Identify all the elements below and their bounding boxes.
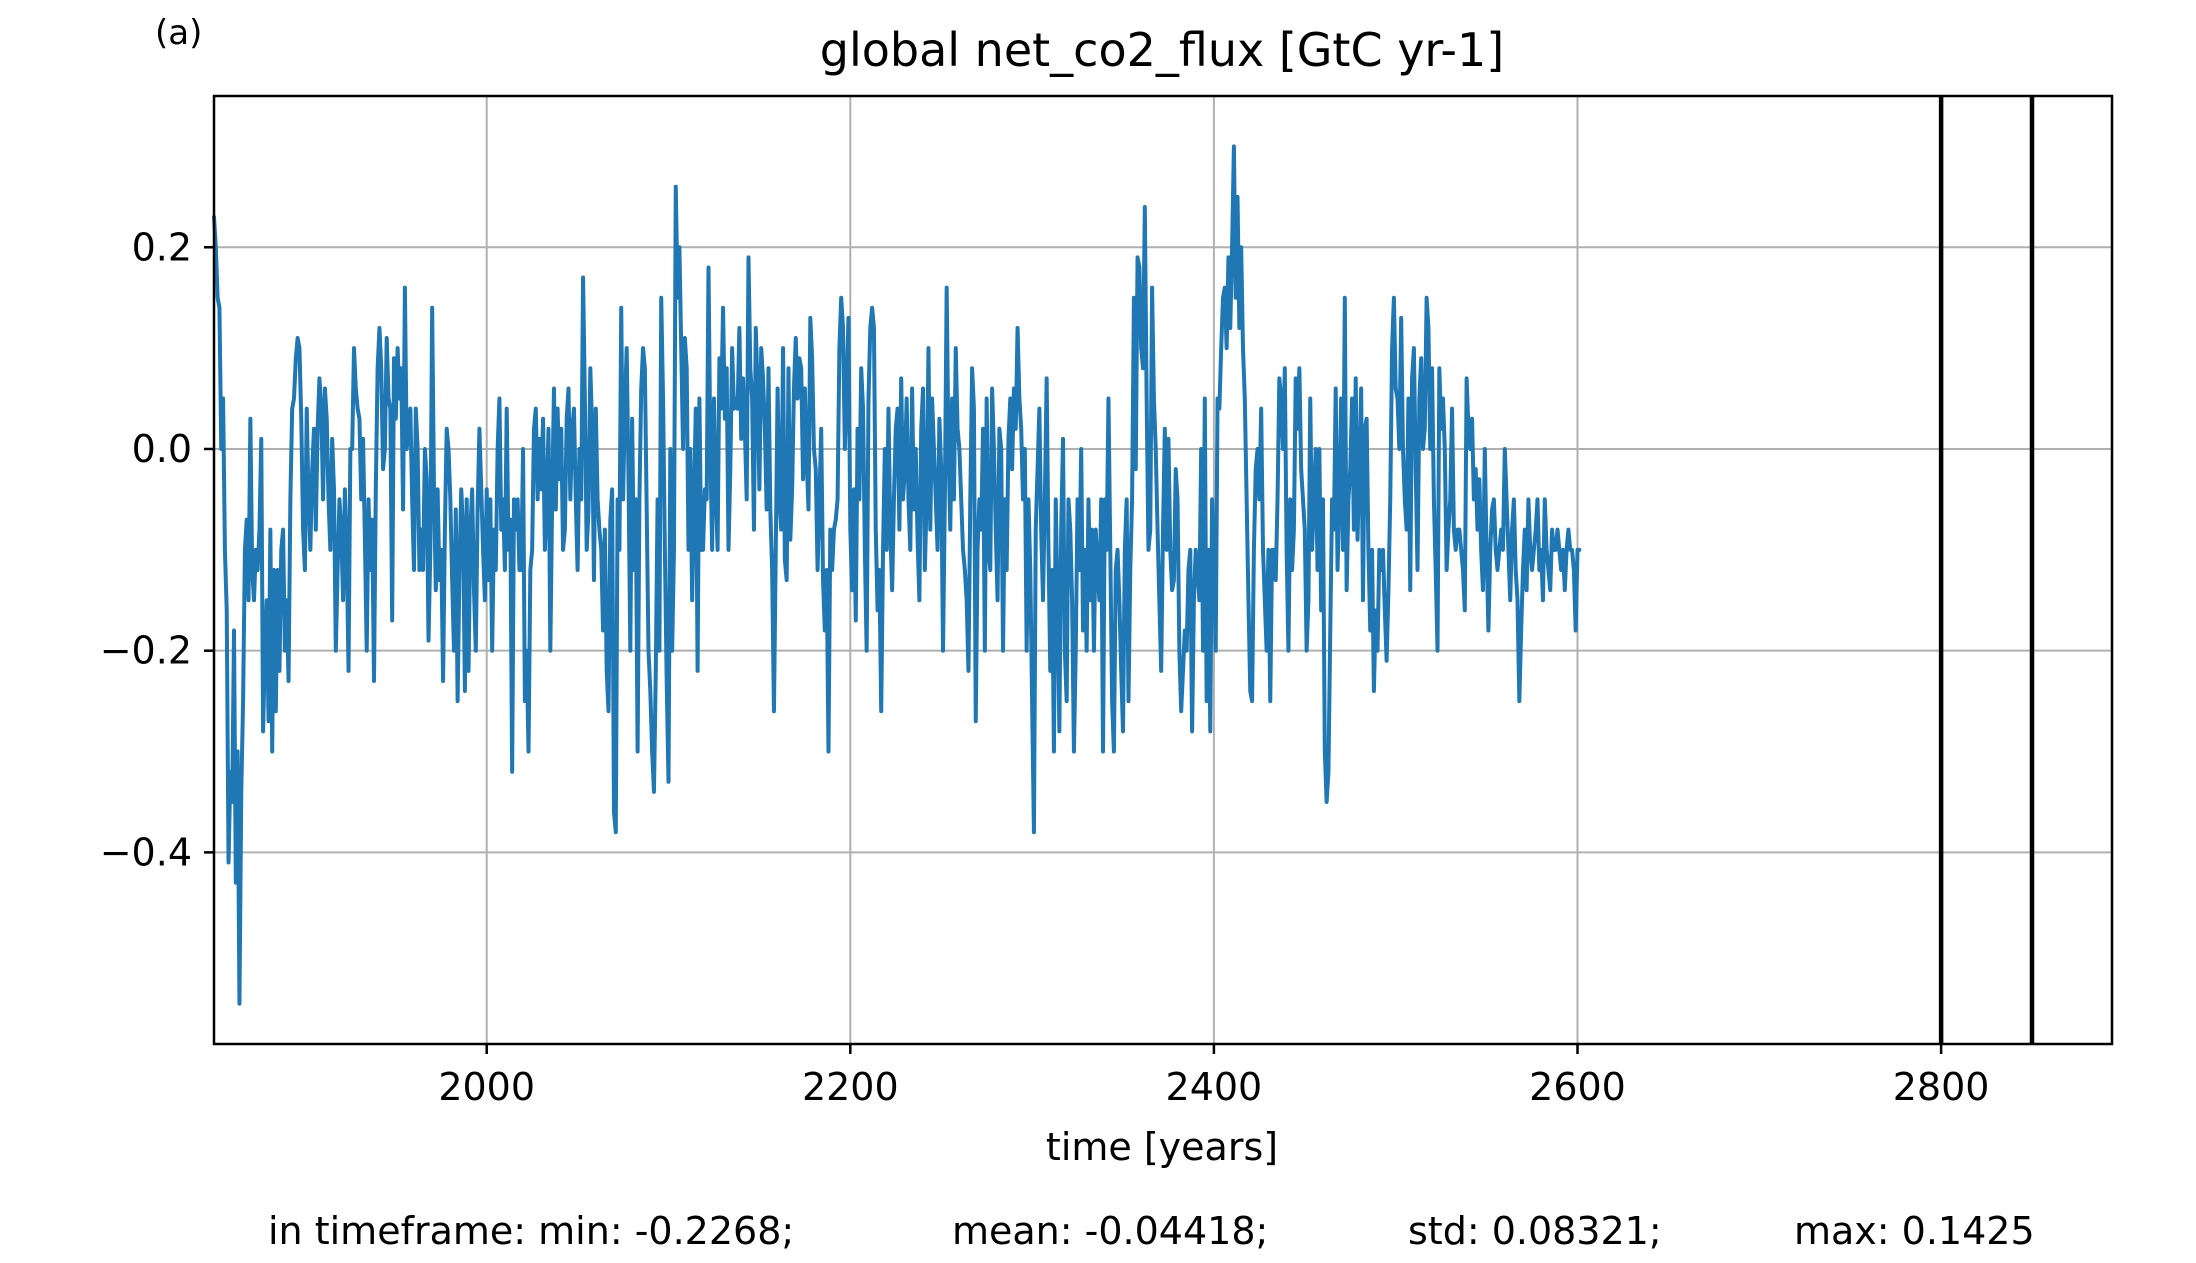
x-tick-label: 2200 <box>802 1065 899 1109</box>
y-tick-label: −0.2 <box>100 629 192 673</box>
reference-lines <box>1938 96 2035 1044</box>
x-tick-label: 2800 <box>1893 1065 1990 1109</box>
stats-max: max: 0.1425 <box>1794 1209 2035 1253</box>
stats-min-value: min: -0.2268; <box>538 1209 794 1253</box>
x-tick-label: 2600 <box>1529 1065 1626 1109</box>
x-axis-label: time [years] <box>1046 1125 1278 1169</box>
y-axis-ticks: 0.2 0.0 −0.2 −0.4 <box>100 225 214 874</box>
stats-prefix: in timeframe: <box>268 1209 526 1253</box>
plot-frame <box>212 94 2114 1046</box>
stats-line: in timeframe: min: -0.2268; mean: -0.044… <box>268 1209 2035 1253</box>
stats-mean: mean: -0.04418; <box>952 1209 1268 1253</box>
y-tick-label: −0.4 <box>100 830 192 874</box>
series-line <box>212 144 1582 1006</box>
y-tick-label: 0.2 <box>132 225 192 269</box>
x-tick-label: 2400 <box>1166 1065 1263 1109</box>
panel-label: (a) <box>155 13 202 53</box>
x-axis-ticks: 2000 2200 2400 2600 2800 <box>438 1044 1989 1109</box>
stats-min: in timeframe: min: -0.2268; <box>268 1209 794 1253</box>
chart-title: global net_co2_flux [GtC yr-1] <box>820 23 1504 77</box>
series-layer <box>212 144 1582 1006</box>
stats-std: std: 0.08321; <box>1408 1209 1662 1253</box>
y-tick-label: 0.0 <box>132 427 192 471</box>
x-tick-label: 2000 <box>438 1065 535 1109</box>
